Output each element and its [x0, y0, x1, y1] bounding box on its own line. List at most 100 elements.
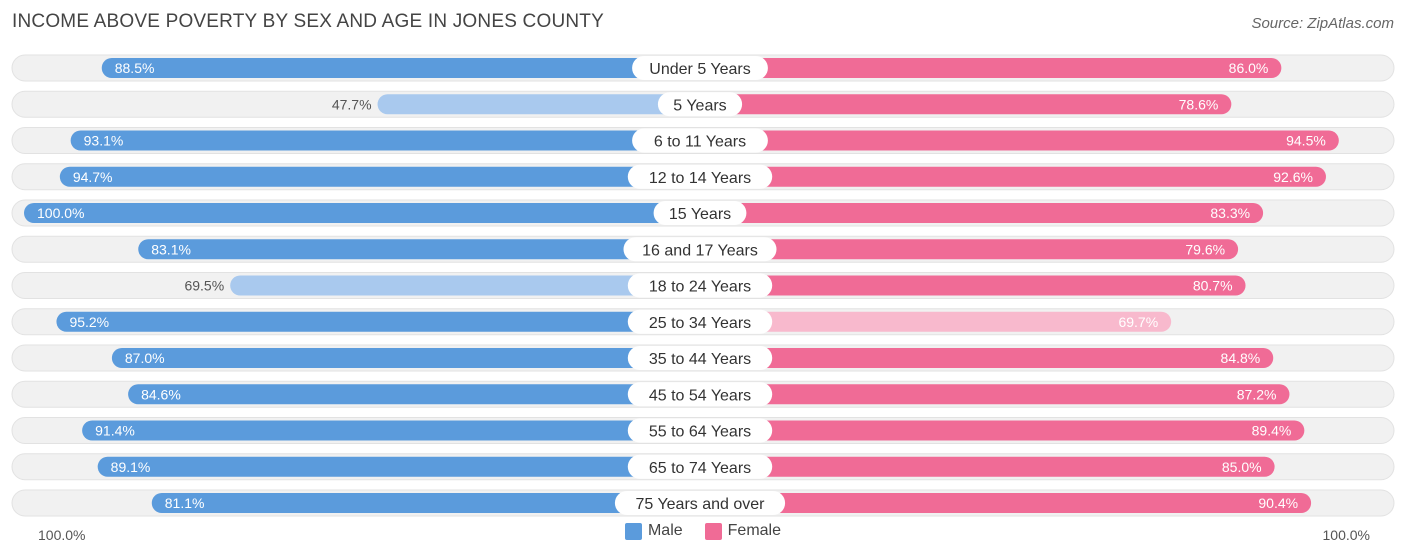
male-bar — [128, 384, 700, 405]
category-pill — [653, 201, 747, 225]
male-bar — [70, 130, 701, 151]
bar-row: 100.0% 83.3% 15 Years — [11, 199, 1395, 227]
bar-row: 69.5% 80.7% 18 to 24 Years — [11, 272, 1395, 299]
male-bar — [56, 311, 700, 332]
female-value-label: 90.4% — [1258, 495, 1298, 511]
female-value-label: 94.5% — [1286, 133, 1326, 149]
male-value-label: 88.5% — [115, 60, 155, 76]
category-label: 35 to 44 Years — [649, 351, 751, 368]
bar-row: 87.0% 84.8% 35 to 44 Years — [11, 344, 1395, 372]
female-bar — [700, 348, 1274, 368]
legend: Male Female — [0, 522, 1406, 540]
bar-row: 94.7% 92.6% 12 to 14 Years — [11, 163, 1395, 191]
bar-row: 47.7% 78.6% 5 Years — [11, 90, 1395, 118]
male-bar — [111, 348, 700, 368]
category-pill — [627, 382, 773, 407]
category-label: 6 to 11 Years — [654, 134, 746, 151]
male-value-label: 94.7% — [73, 169, 113, 185]
bar-row: 91.4% 89.4% 55 to 64 Years — [11, 417, 1395, 444]
male-value-label: 100.0% — [37, 205, 84, 221]
male-bar — [377, 94, 700, 115]
male-bar — [138, 239, 700, 260]
female-value-label: 86.0% — [1229, 60, 1269, 76]
male-swatch — [624, 522, 642, 540]
category-pill — [657, 92, 743, 117]
category-label: 16 and 17 Years — [642, 242, 758, 259]
male-value-label: 84.6% — [141, 386, 181, 402]
source-note: Source: ZipAtlas.com — [1251, 15, 1394, 32]
male-value-label: 69.5% — [184, 278, 224, 294]
category-pill — [623, 237, 777, 262]
axis-left-label: 100.0% — [38, 527, 86, 543]
chart-title: INCOME ABOVE POVERTY BY SEX AND AGE IN J… — [12, 11, 604, 32]
category-pill — [627, 418, 773, 443]
bar-row: 83.1% 79.6% 16 and 17 Years — [11, 235, 1395, 263]
category-pill — [614, 491, 786, 515]
category-pill — [627, 164, 773, 189]
female-value-label: 78.6% — [1179, 96, 1219, 112]
category-label: 18 to 24 Years — [649, 279, 751, 296]
category-pill — [627, 346, 773, 370]
legend-female-label: Female — [727, 522, 782, 539]
bar-row: 81.1% 90.4% 75 Years and over — [11, 489, 1395, 517]
category-pill — [627, 454, 773, 479]
male-value-label: 91.4% — [95, 423, 135, 439]
male-value-label: 89.1% — [111, 459, 151, 475]
male-bar — [59, 166, 700, 187]
axis-right-label: 100.0% — [1322, 527, 1370, 543]
female-bar — [700, 239, 1239, 260]
female-bar — [700, 493, 1312, 513]
male-value-label: 81.1% — [165, 495, 205, 511]
bar-row: 89.1% 85.0% 65 to 74 Years — [11, 453, 1395, 481]
female-swatch — [704, 522, 722, 540]
female-bar — [700, 203, 1264, 223]
category-label: 75 Years and over — [636, 496, 766, 513]
category-label: 65 to 74 Years — [649, 460, 751, 477]
bar-row: 88.5% 86.0% Under 5 Years — [11, 54, 1395, 82]
legend-item-female[interactable]: Female — [704, 522, 782, 540]
category-pill — [627, 309, 773, 334]
legend-male-label: Male — [647, 522, 683, 539]
male-bar — [230, 275, 700, 296]
legend-item-male[interactable]: Male — [624, 522, 683, 540]
male-value-label: 83.1% — [151, 241, 191, 257]
male-bar — [101, 58, 701, 78]
female-value-label: 89.4% — [1252, 423, 1292, 439]
category-pill — [627, 273, 773, 298]
category-label: 55 to 64 Years — [649, 424, 751, 441]
bar-row: 93.1% 94.5% 6 to 11 Years — [11, 127, 1395, 154]
male-bar — [24, 203, 700, 223]
female-bar — [700, 384, 1290, 405]
female-bar — [700, 166, 1326, 187]
female-bar — [700, 58, 1282, 78]
male-value-label: 47.7% — [332, 96, 372, 112]
category-label: 5 Years — [673, 97, 726, 114]
female-value-label: 87.2% — [1237, 386, 1277, 402]
male-value-label: 93.1% — [84, 133, 124, 149]
category-pill — [632, 128, 768, 153]
category-label: 15 Years — [669, 206, 731, 223]
female-value-label: 85.0% — [1222, 459, 1262, 475]
female-value-label: 84.8% — [1221, 350, 1261, 366]
female-value-label: 69.7% — [1118, 314, 1158, 330]
female-value-label: 92.6% — [1273, 169, 1313, 185]
bar-row: 95.2% 69.7% 25 to 34 Years — [11, 308, 1395, 336]
female-value-label: 83.3% — [1210, 205, 1250, 221]
female-bar — [700, 311, 1172, 332]
category-label: 12 to 14 Years — [649, 170, 751, 187]
female-value-label: 80.7% — [1193, 278, 1233, 294]
male-value-label: 95.2% — [69, 314, 109, 330]
chart-canvas: 88.5% 86.0% Under 5 Years 47.7% 78.6% 5 Years… — [11, 54, 1395, 517]
female-value-label: 79.6% — [1185, 241, 1225, 257]
female-bar — [700, 94, 1232, 115]
female-bar — [700, 275, 1246, 296]
female-bar — [700, 420, 1305, 441]
female-bar — [700, 130, 1339, 151]
male-bar — [97, 456, 700, 477]
category-label: 45 to 54 Years — [649, 387, 751, 404]
category-label: 25 to 34 Years — [649, 315, 751, 332]
male-bar — [151, 493, 700, 513]
bar-row: 84.6% 87.2% 45 to 54 Years — [11, 380, 1395, 408]
male-bar — [82, 420, 701, 441]
category-label: Under 5 Years — [649, 61, 750, 78]
